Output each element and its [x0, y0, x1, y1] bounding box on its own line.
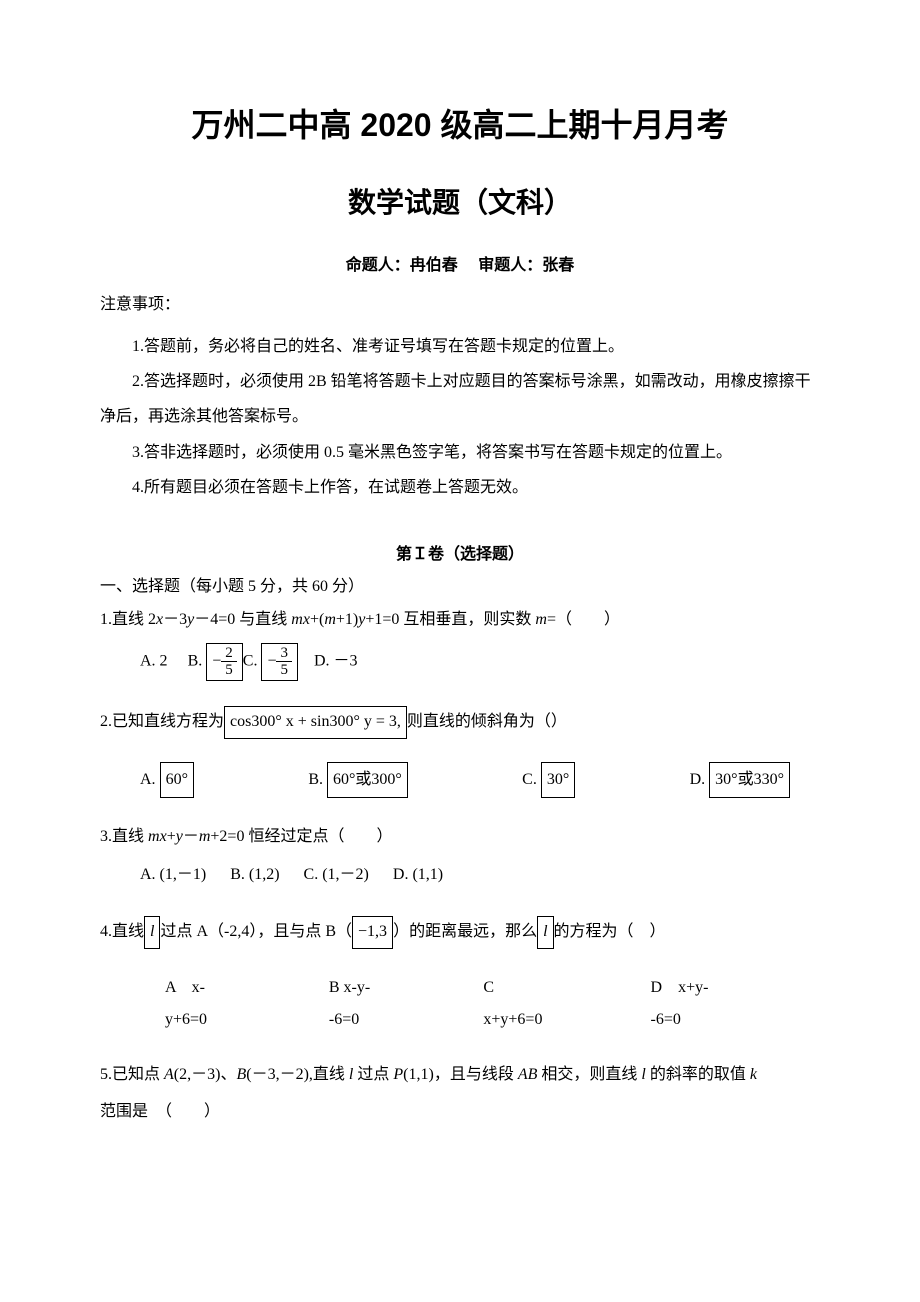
q2-b-box: 60°或300° [327, 762, 408, 798]
q1-opt-c-box: −35 [261, 643, 298, 681]
q5-pP: (1,1)，且与线段 [403, 1066, 518, 1083]
q2-a-label: A. [140, 771, 156, 788]
q4-opt-d: D x+y--6=0 [651, 972, 730, 1036]
q3-m2: m [199, 828, 211, 845]
question-4: 4.直线l过点 A（-2,4），且与点 B（−1,3）的距离最远，那么l的方程为… [100, 916, 820, 949]
q4-opt-a: A x-y+6=0 [165, 972, 239, 1036]
q5-B: B [236, 1066, 246, 1083]
q3-opt-c: C. (1,－2) [304, 866, 369, 883]
question-3: 3.直线 mx+y－m+2=0 恒经过定点（ ） [100, 823, 820, 852]
spacer-sm [100, 747, 820, 762]
question-2: 2.已知直线方程为cos300° x + sin300° y = 3,则直线的倾… [100, 706, 820, 739]
q4-l2-box: l [537, 916, 553, 949]
q1-opt-b-label: B. [188, 652, 203, 669]
question-5-line2: 范围是 （ ） [100, 1098, 820, 1127]
q1-m1: m [291, 611, 303, 628]
q5-k: k [750, 1066, 757, 1083]
notice-item-1: 1.答题前，务必将自己的姓名、准考证号填写在答题卡规定的位置上。 [100, 329, 820, 364]
q2-c-label: C. [522, 771, 537, 788]
spacer [100, 1036, 820, 1061]
q4-mid2: ）的距离最远，那么 [393, 923, 537, 940]
q1-mid3: +1) [336, 611, 358, 628]
q1-text: 1.直线 2 [100, 611, 156, 628]
question-1-options: A. 2 B. −25C. −35 D. －3 [100, 643, 820, 681]
q3-minus: － [183, 828, 199, 845]
q3-x: x [160, 828, 167, 845]
q5-AB: AB [518, 1066, 538, 1083]
q1-opt-b-box: −25 [206, 643, 243, 681]
q1-m3: m [535, 611, 547, 628]
q5-A: A [164, 1066, 174, 1083]
q1-m2: m [324, 611, 336, 628]
q2-b-label: B. [308, 771, 323, 788]
spacer-sm [100, 957, 820, 972]
spacer [100, 891, 820, 916]
page-title-sub: 数学试题（文科） [100, 181, 820, 221]
spacer [100, 681, 820, 706]
q1-b-num: 2 [221, 645, 237, 663]
q1-opt-c-label: C. [243, 652, 258, 669]
q5-suffix: 范围是 （ ） [100, 1103, 220, 1120]
q4-opt-b: B x-y--6=0 [329, 972, 394, 1036]
question-5: 5.已知点 A(2,－3)、B(－3,－2),直线 l 过点 P(1,1)，且与… [100, 1061, 820, 1090]
page-title-main: 万州二中高 2020 级高二上期十月月考 [100, 100, 820, 146]
q1-mid1: －3 [163, 611, 187, 628]
q2-opt-c: C. 30° [522, 762, 575, 798]
question-1: 1.直线 2x－3y－4=0 与直线 mx+(m+1)y+1=0 互相垂直，则实… [100, 606, 820, 635]
notice-item-3: 3.答非选择题时，必须使用 0.5 毫米黑色签字笔，将答案书写在答题卡规定的位置… [100, 435, 820, 470]
q1-opt-a: A. 2 [140, 652, 168, 669]
question-2-options: A. 60° B. 60°或300° C. 30° D. 30°或330° [100, 762, 820, 798]
q2-prefix: 2.已知直线方程为 [100, 713, 224, 730]
notice-item-4: 4.所有题目必须在答题卡上作答，在试题卷上答题无效。 [100, 470, 820, 505]
question-4-options: A x-y+6=0 B x-y--6=0 C x+y+6=0 D x+y--6=… [100, 972, 820, 1036]
q1-plus: +( [310, 611, 324, 628]
q5-prefix: 5.已知点 [100, 1066, 164, 1083]
q3-prefix: 3.直线 [100, 828, 148, 845]
q1-b-den: 5 [221, 662, 237, 679]
q3-suffix: +2=0 恒经过定点（ ） [210, 828, 392, 845]
authors-line: 命题人：冉伯春 审题人：张春 [100, 251, 820, 275]
q1-mid2: －4=0 与直线 [194, 611, 291, 628]
q4-prefix: 4.直线 [100, 923, 144, 940]
q2-d-label: D. [690, 771, 706, 788]
q5-P: P [393, 1066, 403, 1083]
q4-opt-c: C x+y+6=0 [483, 972, 560, 1036]
q1-x2: x [303, 611, 310, 628]
q4-suffix: 的方程为（ ） [554, 923, 666, 940]
question-3-options: A. (1,－1) B. (1,2) C. (1,－2) D. (1,1) [100, 859, 820, 891]
q3-y: y [176, 828, 183, 845]
spacer [100, 798, 820, 823]
q1-c-num: 3 [276, 645, 292, 663]
q4-l1-box: l [144, 916, 160, 949]
q2-d-box: 30°或330° [709, 762, 790, 798]
q2-c-box: 30° [541, 762, 575, 798]
q2-opt-d: D. 30°或330° [690, 762, 790, 798]
section-desc: 一、选择题（每小题 5 分，共 60 分） [100, 572, 820, 596]
q3-m: m [148, 828, 160, 845]
q2-opt-a: A. 60° [140, 762, 194, 798]
q1-c-den: 5 [276, 662, 292, 679]
section-title: 第Ｉ卷（选择题） [100, 540, 820, 564]
notice-item-2: 2.答选择题时，必须使用 2B 铅笔将答题卡上对应题目的答案标号涂黑，如需改动，… [100, 364, 820, 434]
q3-opt-a: A. (1,－1) [140, 866, 206, 883]
q2-opt-b: B. 60°或300° [308, 762, 407, 798]
q5-mid2: 相交，则直线 [537, 1066, 641, 1083]
q2-eq-box: cos300° x + sin300° y = 3, [224, 706, 407, 739]
q2-a-box: 60° [160, 762, 194, 798]
q3-plus: + [167, 828, 176, 845]
q5-pA: (2,－3)、 [174, 1066, 237, 1083]
q5-pB: (－3,－2),直线 [246, 1066, 349, 1083]
q1-end: =（ ） [547, 611, 620, 628]
q2-suffix: 则直线的倾斜角为（） [407, 713, 567, 730]
q5-mid: 过点 [353, 1066, 393, 1083]
q1-mid4: +1=0 互相垂直，则实数 [365, 611, 535, 628]
q4-mid1: 过点 A（-2,4），且与点 B（ [160, 923, 352, 940]
notice-heading: 注意事项： [100, 290, 820, 314]
q1-opt-d: D. －3 [314, 652, 358, 669]
q5-mid3: 的斜率的取值 [646, 1066, 750, 1083]
q4-point-box: −1,3 [352, 916, 393, 949]
q3-opt-d: D. (1,1) [393, 866, 443, 883]
q3-opt-b: B. (1,2) [230, 866, 279, 883]
